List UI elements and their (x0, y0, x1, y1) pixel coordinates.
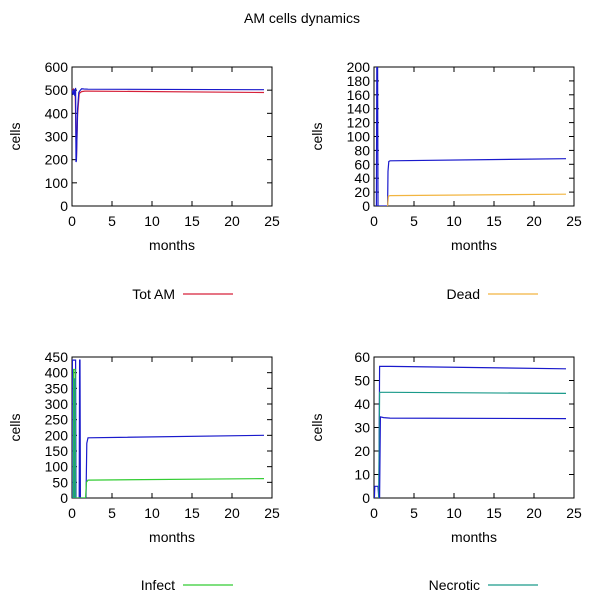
chart-panel-3: 0 5 10 15 20 25050100150200250300350400450mon… (7, 349, 280, 592)
y-tick-label: 50 (52, 474, 68, 490)
y-tick-label: 80 (354, 142, 370, 158)
y-tick-label: 400 (45, 365, 69, 381)
x-tick-label: 0 (68, 505, 76, 521)
plot-frame (71, 356, 273, 499)
plot-frame (373, 356, 575, 499)
series-line-1 (72, 87, 265, 160)
y-tick-label: 150 (45, 443, 69, 459)
y-axis-label: cells (7, 122, 23, 150)
x-tick-label: 25 (264, 213, 280, 229)
y-tick-label: 0 (362, 198, 370, 214)
y-tick-label: 400 (45, 105, 69, 121)
series-line-2 (387, 193, 567, 206)
y-tick-label: 0 (60, 490, 68, 506)
x-tick-label: 20 (224, 213, 240, 229)
x-tick-label: 15 (486, 505, 502, 521)
series-line-3 (379, 416, 567, 498)
series-line-3 (73, 378, 76, 498)
x-axis-label: months (149, 237, 195, 253)
series-line-1 (375, 67, 567, 206)
y-axis-label: cells (309, 122, 325, 150)
y-tick-label: 200 (45, 152, 69, 168)
chart-panel-4: 0 5 10 15 20 25 0 10 20 30 40 50 60 months cells Necrot… (309, 349, 582, 592)
chart-panel-2: 0 5 10 15 20 25020406080100120140160180200mon… (309, 59, 582, 302)
x-tick-label: 15 (184, 505, 200, 521)
x-tick-label: 0 (370, 505, 378, 521)
y-tick-label: 40 (354, 396, 370, 412)
series-line-2 (378, 391, 567, 498)
figure-title: AM cells dynamics (244, 10, 360, 26)
x-axis-label: months (451, 237, 497, 253)
y-tick-label: 0 (60, 198, 68, 214)
plot-frame (373, 66, 575, 207)
y-tick-label: 180 (347, 73, 371, 89)
y-tick-label: 20 (354, 184, 370, 200)
x-tick-label: 25 (566, 213, 582, 229)
x-tick-label: 0 (370, 213, 378, 229)
x-axis-label: months (149, 529, 195, 545)
plot-frame (71, 66, 273, 207)
y-tick-label: 20 (354, 443, 370, 459)
series-line-1 (72, 359, 265, 498)
x-tick-label: 10 (446, 213, 462, 229)
series-line-1 (374, 365, 567, 498)
y-tick-label: 10 (354, 467, 370, 483)
y-tick-label: 200 (347, 59, 371, 75)
y-tick-label: 60 (354, 156, 370, 172)
x-axis-label: months (451, 529, 497, 545)
x-tick-label: 5 (108, 213, 116, 229)
x-tick-label: 5 (410, 213, 418, 229)
y-tick-label: 100 (45, 175, 69, 191)
x-tick-label: 15 (184, 213, 200, 229)
y-tick-label: 250 (45, 412, 69, 428)
y-tick-label: 500 (45, 82, 69, 98)
x-tick-label: 5 (108, 505, 116, 521)
x-tick-label: 20 (526, 213, 542, 229)
y-tick-label: 50 (354, 373, 370, 389)
x-tick-label: 0 (68, 213, 76, 229)
x-tick-label: 10 (144, 213, 160, 229)
y-tick-label: 200 (45, 427, 69, 443)
y-axis-label: cells (7, 413, 23, 441)
x-tick-label: 25 (566, 505, 582, 521)
chart-panel-1: 0 5 10 15 20 25 0 100 200 300 400 500 600 months cells… (7, 59, 280, 302)
x-tick-label: 20 (224, 505, 240, 521)
y-tick-label: 120 (347, 115, 371, 131)
x-tick-label: 15 (486, 213, 502, 229)
x-tick-label: 25 (264, 505, 280, 521)
y-tick-label: 350 (45, 380, 69, 396)
y-tick-label: 100 (347, 129, 371, 145)
legend-label: Dead (447, 286, 480, 302)
y-tick-label: 140 (347, 101, 371, 117)
y-tick-label: 60 (354, 349, 370, 365)
y-tick-label: 600 (45, 59, 69, 75)
y-tick-label: 40 (354, 170, 370, 186)
y-tick-label: 300 (45, 396, 69, 412)
y-tick-label: 160 (347, 87, 371, 103)
y-tick-label: 300 (45, 129, 69, 145)
x-tick-label: 10 (446, 505, 462, 521)
x-tick-label: 10 (144, 505, 160, 521)
y-tick-label: 100 (45, 459, 69, 475)
x-tick-label: 5 (410, 505, 418, 521)
y-tick-label: 30 (354, 420, 370, 436)
y-axis-label: cells (309, 413, 325, 441)
legend-label: Tot AM (132, 286, 175, 302)
x-tick-label: 20 (526, 505, 542, 521)
series-line-2 (72, 87, 265, 163)
legend-label: Infect (141, 577, 175, 592)
y-tick-label: 450 (45, 349, 69, 365)
legend-label: Necrotic (429, 577, 480, 592)
series-line-2 (72, 368, 265, 498)
y-tick-label: 0 (362, 490, 370, 506)
